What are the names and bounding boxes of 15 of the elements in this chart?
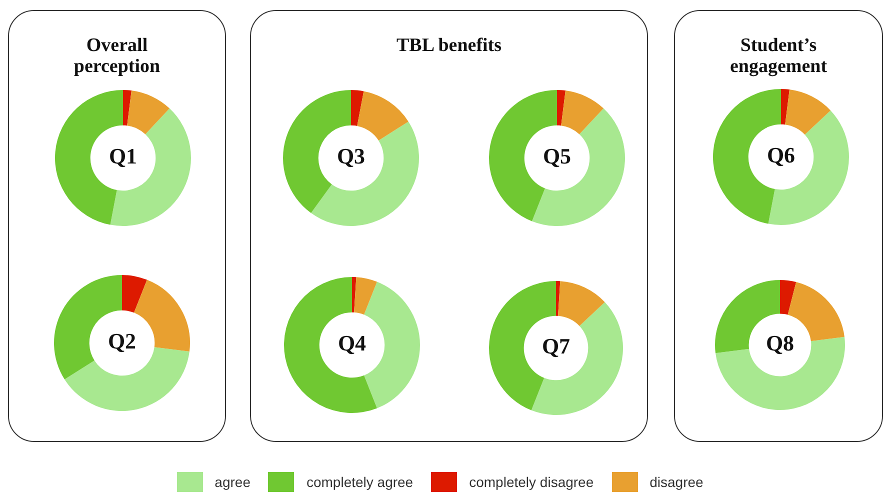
text: Q4 bbox=[338, 330, 366, 356]
legend-label: completely disagree bbox=[469, 474, 594, 490]
chart-subtitle: TBL benefits bbox=[395, 35, 503, 56]
text: Q1 bbox=[108, 144, 138, 169]
text: Q5 bbox=[542, 144, 572, 169]
chart-subtitle: Overall perception bbox=[72, 35, 162, 77]
text: Q2 bbox=[108, 328, 136, 354]
legend-label: agree bbox=[214, 474, 250, 490]
text: Q8 bbox=[766, 330, 794, 356]
text: Q7 bbox=[542, 334, 570, 359]
legend-label: disagree bbox=[650, 474, 704, 490]
text: Q3 bbox=[336, 144, 366, 169]
legend-label: completely agree bbox=[306, 474, 414, 490]
chart-subtitle: Student’s engagement bbox=[728, 35, 828, 77]
text: Q6 bbox=[766, 142, 796, 168]
